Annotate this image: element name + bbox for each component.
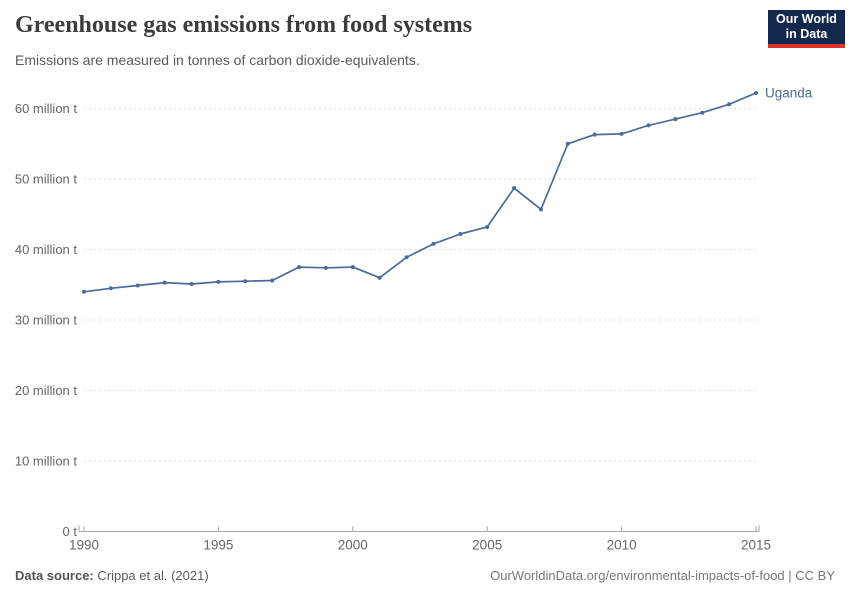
data-line[interactable] [83, 92, 757, 293]
data-point[interactable] [135, 283, 140, 288]
chart-title: Greenhouse gas emissions from food syste… [15, 12, 473, 38]
y-axis-label: 30 million t [15, 313, 78, 328]
data-point[interactable] [565, 141, 570, 146]
x-axis-label: 2010 [607, 538, 637, 553]
source-value: Crippa et al. (2021) [93, 568, 209, 583]
footer-credit[interactable]: OurWorldinData.org/environmental-impacts… [490, 568, 835, 583]
data-point[interactable] [189, 282, 194, 287]
x-axis-label: 1990 [69, 538, 99, 553]
y-axis-label: 60 million t [15, 101, 78, 116]
owid-logo-line1: Our World [776, 12, 837, 26]
data-point[interactable] [646, 123, 651, 128]
data-point[interactable] [754, 90, 758, 95]
x-axis-label: 2015 [741, 538, 771, 553]
data-point[interactable] [108, 286, 113, 291]
data-point[interactable] [270, 278, 275, 283]
data-point[interactable] [431, 241, 436, 246]
owid-logo[interactable]: Our World in Data [768, 10, 845, 48]
data-point[interactable] [216, 279, 221, 284]
owid-logo-line2: in Data [785, 27, 828, 41]
data-point[interactable] [538, 207, 543, 212]
data-point[interactable] [323, 265, 328, 270]
data-point[interactable] [82, 289, 86, 294]
data-point[interactable] [404, 255, 409, 260]
data-point[interactable] [673, 117, 678, 122]
data-point[interactable] [350, 265, 355, 270]
data-point[interactable] [458, 231, 463, 236]
y-axis-label: 50 million t [15, 172, 78, 187]
data-point[interactable] [377, 275, 382, 280]
footer-source: Data source: Crippa et al. (2021) [15, 568, 209, 583]
data-point[interactable] [485, 224, 490, 229]
data-point[interactable] [700, 110, 705, 115]
chart-subtitle: Emissions are measured in tonnes of carb… [15, 52, 420, 68]
y-axis-label: 0 t [63, 524, 78, 539]
data-point[interactable] [592, 132, 597, 137]
x-axis-label: 1995 [203, 538, 233, 553]
y-axis-label: 40 million t [15, 242, 78, 257]
data-point[interactable] [727, 102, 732, 107]
y-axis-label: 10 million t [15, 454, 78, 469]
data-point[interactable] [162, 280, 167, 285]
x-axis-label: 2005 [472, 538, 502, 553]
data-point[interactable] [297, 265, 302, 270]
data-point[interactable] [512, 186, 517, 191]
x-axis-label: 2000 [338, 538, 368, 553]
data-point[interactable] [619, 131, 624, 136]
data-point[interactable] [243, 279, 248, 284]
y-axis-label: 20 million t [15, 383, 78, 398]
source-label: Data source: [15, 568, 94, 583]
entity-label: Uganda [765, 85, 813, 100]
